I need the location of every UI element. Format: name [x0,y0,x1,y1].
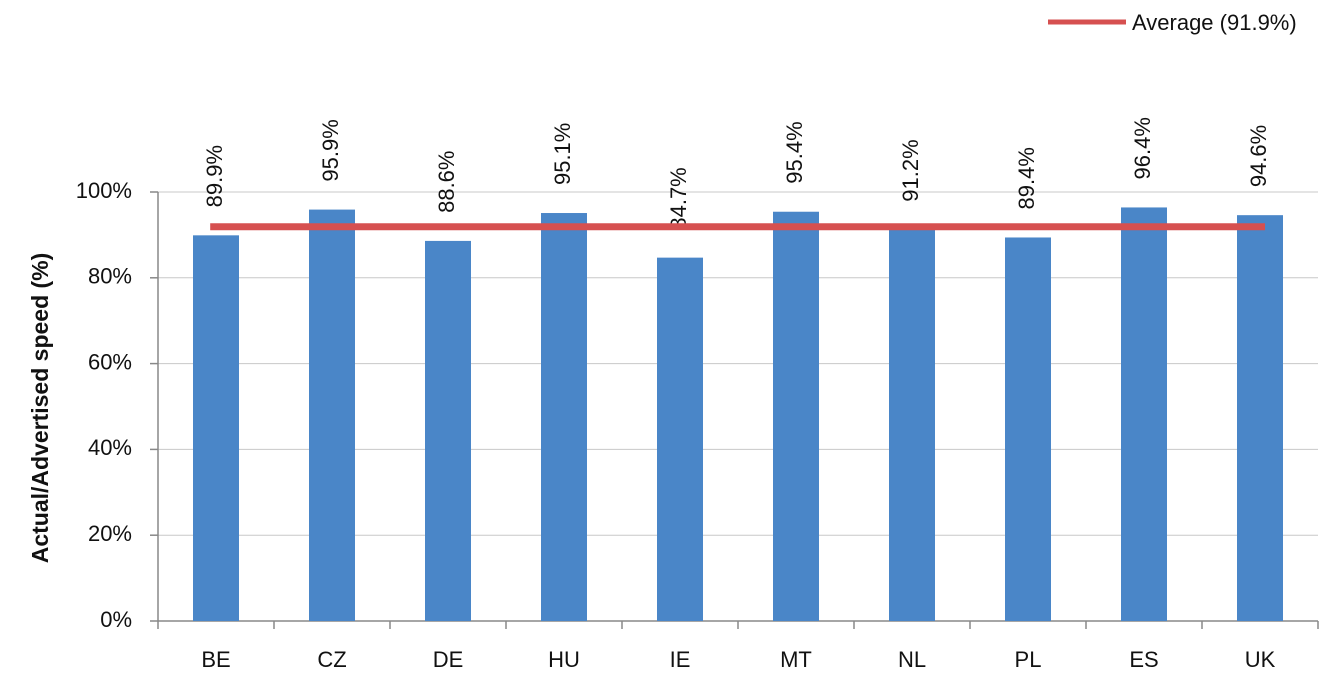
bar [425,240,471,621]
y-tick-label: 20% [88,521,132,546]
bar [1121,207,1167,621]
bar [309,209,355,622]
x-tick-label: UK [1245,647,1276,672]
x-tick-label: PL [1015,647,1042,672]
data-label: 89.4% [1014,147,1039,209]
y-axis-label: Actual/Advertised speed (%) [27,253,53,564]
bar [541,213,587,621]
y-tick-label: 100% [76,178,132,203]
y-tick-label: 60% [88,349,132,374]
data-label: 84.7% [666,167,691,229]
bar [889,229,935,621]
x-tick-label: DE [433,647,464,672]
x-tick-label: CZ [317,647,346,672]
y-tick-label: 0% [100,607,132,632]
data-label: 95.4% [782,121,807,183]
y-tick-label: 40% [88,435,132,460]
data-label: 94.6% [1246,125,1271,187]
data-label: 91.2% [898,139,923,201]
data-label: 95.1% [550,123,575,185]
data-label: 95.9% [318,119,343,181]
data-label: 96.4% [1130,117,1155,179]
x-tick-label: NL [898,647,926,672]
x-tick-label: BE [201,647,230,672]
bar [1237,215,1283,621]
x-tick-label: HU [548,647,580,672]
bar [657,257,703,621]
data-label: 88.6% [434,151,459,213]
bar [193,235,239,622]
data-label: 89.9% [202,145,227,207]
y-tick-label: 80% [88,264,132,289]
bar [1005,237,1051,621]
x-tick-label: MT [780,647,812,672]
bar [773,211,819,621]
x-tick-label: ES [1129,647,1158,672]
legend-label: Average (91.9%) [1132,10,1297,35]
x-tick-label: IE [670,647,691,672]
